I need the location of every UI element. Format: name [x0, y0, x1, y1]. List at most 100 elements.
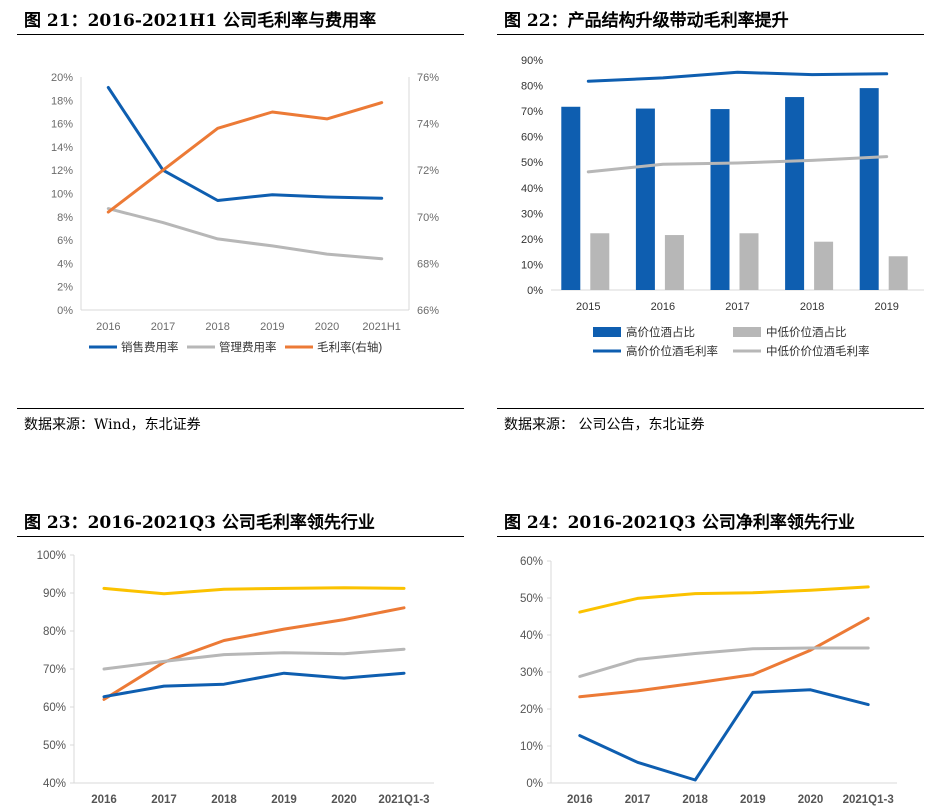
x-tick-label: 2019 [874, 301, 898, 313]
x-tick-label: 2018 [211, 794, 237, 806]
legend-swatch [593, 327, 621, 337]
figure-21-bottom-rule [17, 408, 464, 409]
x-tick-label: 2021Q1-3 [843, 794, 894, 806]
series-line [102, 647, 406, 671]
legend-label: 中低价价位酒毛利率 [766, 344, 870, 358]
series-line [578, 646, 870, 678]
y-tick-label: 40% [520, 630, 543, 642]
figure-22-source: 数据来源： 公司公告，东北证券 [504, 417, 705, 433]
series-line [578, 616, 870, 699]
x-tick-label: 2018 [205, 321, 229, 333]
figure-22-title: 图 22：产品结构升级带动毛利率提升 [504, 11, 789, 31]
bar [635, 108, 655, 290]
bar [785, 97, 805, 290]
y-tick-label: 50% [43, 740, 66, 752]
left-y-tick-label: 16% [51, 119, 73, 131]
series-line [102, 606, 406, 701]
x-tick-label: 2016 [96, 321, 120, 333]
series-line [106, 86, 384, 202]
legend-label: 高价价位酒毛利率 [626, 344, 718, 358]
y-tick-label: 30% [521, 208, 543, 220]
x-tick-label: 2020 [798, 794, 824, 806]
figure-22-bottom-rule [497, 408, 924, 409]
left-y-tick-label: 10% [51, 189, 73, 201]
x-tick-label: 2016 [567, 794, 593, 806]
y-tick-label: 80% [521, 81, 543, 93]
figure-21-chart: 0% 2% 4% 6% 8% 10% 12% 14% 16% 18% 20% 66% 68% 70% 72%… [51, 72, 439, 354]
x-tick-label: 2017 [725, 301, 749, 313]
figure-21-top-rule [17, 34, 464, 35]
right-y-tick-label: 76% [417, 72, 439, 84]
figure-21-title: 图 21：2016-2021H1 公司毛利率与费用率 [24, 11, 377, 31]
x-tick-label: 2016 [651, 301, 675, 313]
right-y-tick-label: 70% [417, 212, 439, 224]
x-tick-label: 2021H1 [362, 321, 401, 333]
x-tick-label: 2021Q1-3 [378, 794, 429, 806]
figure-22-chart: 0% 10% 20% 30% 40% 50% 60% 70% 80% 90% 2015 2016 201… [521, 55, 924, 358]
series-line [106, 101, 384, 214]
x-tick-label: 2020 [331, 794, 357, 806]
y-tick-label: 50% [521, 157, 543, 169]
series-line [578, 688, 870, 782]
y-tick-label: 0% [526, 778, 543, 790]
x-tick-label: 2019 [740, 794, 766, 806]
series-line [102, 586, 406, 596]
bar [739, 233, 759, 290]
left-y-tick-label: 18% [51, 95, 73, 107]
x-tick-label: 2019 [260, 321, 284, 333]
y-tick-label: 60% [521, 132, 543, 144]
y-tick-label: 20% [521, 234, 543, 246]
figure-23-title: 图 23：2016-2021Q3 公司毛利率领先行业 [24, 513, 375, 533]
series-line [106, 207, 384, 261]
y-tick-label: 40% [521, 183, 543, 195]
x-tick-label: 2018 [682, 794, 708, 806]
y-tick-label: 10% [520, 741, 543, 753]
y-tick-label: 100% [37, 550, 66, 562]
bar [859, 88, 879, 290]
left-y-tick-label: 4% [57, 258, 73, 270]
bar [590, 233, 610, 290]
y-tick-label: 90% [521, 55, 543, 67]
left-y-tick-label: 14% [51, 142, 73, 154]
legend-label: 中低价位酒占比 [766, 325, 847, 339]
right-y-tick-label: 68% [417, 258, 439, 270]
x-tick-label: 2018 [800, 301, 824, 313]
bar [814, 241, 834, 290]
x-tick-label: 2017 [151, 794, 177, 806]
y-tick-label: 50% [520, 593, 543, 605]
figure-24-chart: 0% 10% 20% 30% 40% 50% 60% 2016 2017 2018 2019 2020… [520, 556, 897, 806]
legend-label: 管理费用率 [219, 340, 277, 354]
y-tick-label: 40% [43, 778, 66, 790]
series-line [586, 155, 889, 174]
bar [710, 109, 730, 290]
bar [561, 106, 581, 291]
x-tick-label: 2017 [151, 321, 175, 333]
x-tick-label: 2016 [91, 794, 117, 806]
series-line [586, 70, 889, 83]
left-y-tick-label: 6% [57, 235, 73, 247]
y-tick-label: 60% [520, 556, 543, 568]
legend-swatch [733, 327, 761, 337]
legend-label: 销售费用率 [121, 340, 179, 354]
figure-24-top-rule [497, 536, 924, 537]
y-tick-label: 30% [520, 667, 543, 679]
left-y-tick-label: 0% [57, 305, 73, 317]
left-y-tick-label: 12% [51, 165, 73, 177]
figure-24-title: 图 24：2016-2021Q3 公司净利率领先行业 [504, 513, 855, 533]
left-y-tick-label: 2% [57, 282, 73, 294]
bar [664, 235, 684, 290]
bar [888, 256, 908, 290]
y-tick-label: 10% [521, 259, 543, 271]
legend-label: 高价位酒占比 [626, 325, 695, 339]
figure-23-chart: 40% 50% 60% 70% 80% 90% 100% 2016 2017 2018 2019 20… [37, 550, 434, 806]
left-y-tick-label: 20% [51, 72, 73, 84]
left-y-tick-label: 8% [57, 212, 73, 224]
y-tick-label: 70% [43, 664, 66, 676]
y-tick-label: 80% [43, 626, 66, 638]
figure-23-top-rule [17, 536, 464, 537]
x-tick-label: 2020 [315, 321, 339, 333]
figure-22-top-rule [497, 34, 924, 35]
x-tick-label: 2019 [271, 794, 297, 806]
y-tick-label: 70% [521, 106, 543, 118]
right-y-tick-label: 74% [417, 119, 439, 131]
